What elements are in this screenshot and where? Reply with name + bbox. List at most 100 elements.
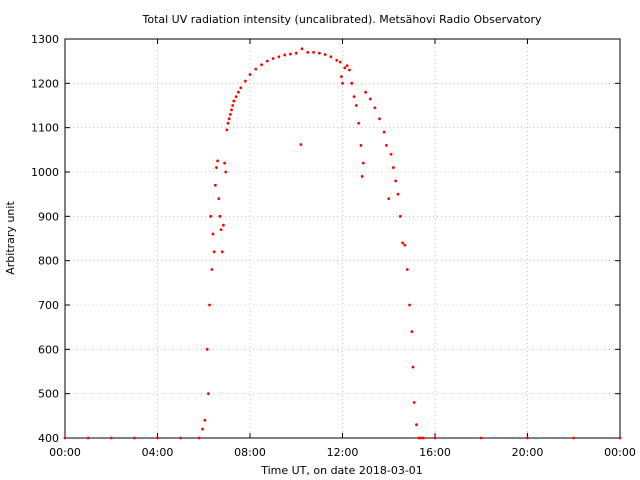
- data-point: [109, 436, 113, 440]
- data-point: [156, 436, 159, 440]
- y-tick-label: 1300: [31, 33, 59, 46]
- y-tick-label: 800: [38, 255, 59, 268]
- data-point: [306, 50, 310, 54]
- data-point: [232, 99, 236, 103]
- data-point: [197, 436, 201, 440]
- data-point: [243, 79, 247, 83]
- x-tick-label: 04:00: [142, 446, 174, 459]
- data-point: [63, 436, 67, 440]
- data-point: [343, 66, 347, 70]
- data-point: [618, 436, 622, 440]
- data-point: [403, 243, 407, 247]
- y-tick-label: 600: [38, 343, 59, 356]
- data-point: [323, 53, 327, 56]
- data-point: [213, 183, 217, 187]
- data-point: [360, 175, 364, 178]
- data-point: [398, 214, 402, 218]
- data-point: [361, 161, 365, 165]
- x-axis-label: Time UT, on date 2018-03-01: [260, 464, 423, 477]
- x-tick-label: 08:00: [234, 446, 266, 459]
- data-point: [237, 90, 240, 94]
- data-point: [231, 104, 235, 107]
- data-point: [419, 436, 423, 440]
- data-point: [411, 365, 415, 369]
- data-point: [339, 75, 343, 79]
- data-point: [215, 166, 218, 169]
- y-tick-label: 1000: [31, 166, 59, 179]
- data-point: [294, 51, 298, 55]
- data-point: [289, 52, 292, 56]
- data-point: [299, 143, 303, 146]
- data-point: [382, 130, 386, 134]
- y-tick-label: 500: [38, 388, 59, 401]
- data-point: [210, 268, 214, 271]
- data-point: [401, 241, 405, 245]
- data-point: [373, 106, 377, 110]
- data-point: [572, 436, 576, 440]
- data-point: [412, 401, 416, 404]
- data-point: [227, 117, 231, 121]
- x-tick-label: 16:00: [419, 446, 451, 459]
- data-point: [239, 86, 243, 90]
- data-point: [234, 95, 238, 99]
- x-tick-label: 00:00: [49, 446, 81, 459]
- grid-lines: [65, 39, 620, 438]
- data-point: [224, 170, 228, 174]
- data-point: [410, 330, 414, 333]
- data-point: [422, 436, 425, 440]
- y-tick-label: 400: [38, 432, 59, 445]
- data-point: [389, 152, 393, 156]
- y-tick-label: 1200: [31, 77, 59, 90]
- data-point: [230, 108, 233, 112]
- data-point: [317, 51, 321, 55]
- data-point: [212, 250, 216, 254]
- data-point: [338, 60, 342, 64]
- data-point: [179, 436, 183, 440]
- data-point: [405, 268, 409, 271]
- y-axis: 400 500 600 700 800 900 1000 1100 1200 1300: [31, 33, 620, 445]
- data-point: [222, 223, 225, 227]
- data-point: [394, 179, 398, 183]
- data-point: [271, 57, 275, 60]
- x-tick-label: 00:00: [604, 446, 636, 459]
- data-point: [348, 68, 351, 72]
- data-point: [329, 55, 333, 59]
- data-point: [226, 121, 230, 125]
- data-point: [357, 121, 361, 125]
- data-point: [408, 303, 411, 307]
- data-point: [283, 53, 287, 57]
- data-point: [312, 50, 315, 54]
- data-point: [526, 436, 529, 440]
- x-tick-label: 20:00: [512, 446, 544, 459]
- data-point: [228, 112, 232, 116]
- data-point: [86, 436, 90, 440]
- data-point: [201, 427, 204, 431]
- y-tick-label: 1100: [31, 122, 59, 135]
- data-point: [265, 59, 269, 63]
- data-point: [385, 144, 388, 147]
- data-point: [209, 214, 213, 218]
- data-point: [391, 166, 395, 169]
- data-point: [205, 347, 209, 351]
- data-point: [350, 81, 354, 85]
- data-point: [218, 214, 222, 218]
- data-point: [211, 232, 215, 236]
- data-point: [415, 423, 418, 427]
- data-point: [479, 436, 483, 440]
- data-point: [359, 144, 363, 147]
- data-point: [216, 159, 220, 163]
- chart-title: Total UV radiation intensity (uncalibrat…: [142, 13, 542, 26]
- data-point: [396, 192, 400, 196]
- data-point: [223, 161, 226, 165]
- x-tick-label: 12:00: [327, 446, 359, 459]
- data-point: [335, 58, 339, 62]
- x-axis: 00:00 04:00 08:00 12:00 16:00 20:00 00:00: [49, 39, 636, 459]
- y-tick-label: 700: [38, 299, 59, 312]
- data-point: [206, 392, 210, 396]
- data-point: [132, 436, 136, 440]
- data-point: [433, 436, 437, 440]
- data-point: [248, 73, 252, 76]
- data-point: [368, 97, 372, 101]
